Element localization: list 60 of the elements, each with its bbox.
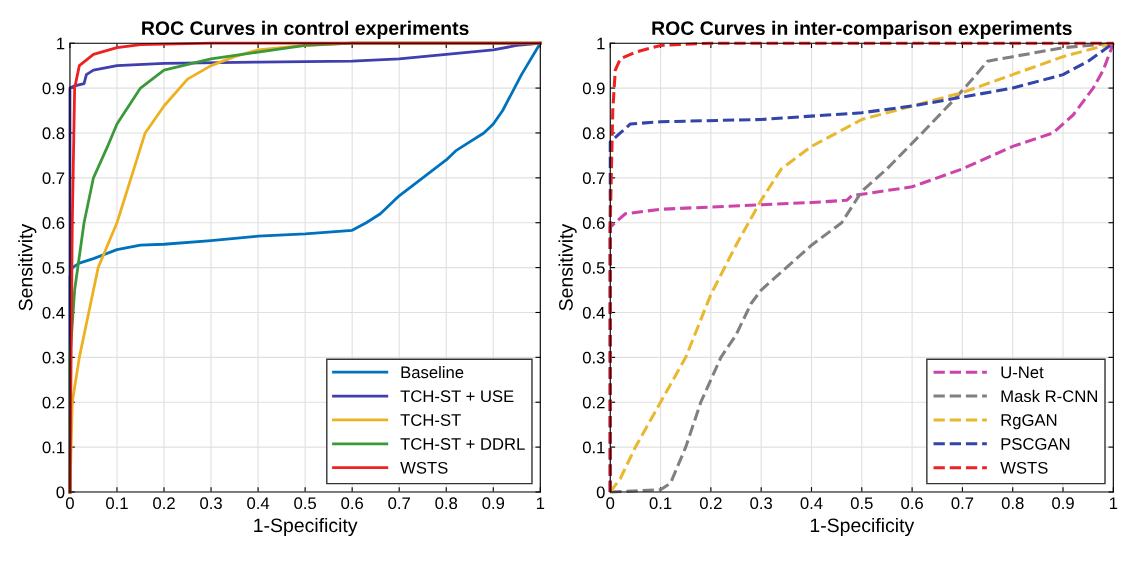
legend-label: TCH-ST	[400, 414, 461, 426]
y-tick-label: 0.8	[42, 127, 65, 140]
x-axis-title: 1-Specificity	[254, 517, 358, 537]
x-axis-title: 1-Specificity	[810, 517, 915, 537]
y-tick-label: 0.4	[582, 306, 605, 319]
x-tick-label: 1	[1109, 497, 1118, 509]
x-tick-label: 0.9	[482, 497, 505, 510]
y-tick-label: 0.9	[42, 82, 65, 95]
x-tick-label: 0.7	[388, 497, 410, 510]
x-tick-label: 0.3	[750, 497, 773, 510]
y-tick-label: 0.6	[582, 217, 605, 229]
y-tick-label: 0.3	[582, 351, 605, 364]
x-tick-label: 0.5	[294, 497, 317, 510]
legend-label: WSTS	[400, 461, 448, 474]
y-tick-label: 0.8	[582, 127, 605, 140]
legend-label: U-Net	[1001, 366, 1044, 379]
x-tick-label: 0.6	[901, 497, 923, 510]
x-tick-label: 1	[536, 497, 545, 509]
y-tick-label: 0.9	[582, 82, 605, 95]
x-tick-label: 0.6	[341, 497, 364, 510]
legend-label: TCH-ST + USE	[400, 390, 514, 403]
x-tick-label: 0.5	[850, 497, 873, 510]
x-tick-label: 0.4	[800, 497, 823, 510]
x-tick-label: 0.9	[1052, 497, 1074, 510]
y-tick-label: 0	[596, 486, 605, 499]
y-tick-label: 0.2	[42, 396, 65, 409]
legend-label: RgGAN	[1001, 414, 1057, 430]
y-axis-title: Sensitivity	[18, 223, 37, 311]
x-tick-label: 0.8	[1001, 497, 1024, 510]
x-tick-label: 0.7	[951, 497, 974, 510]
x-tick-label: 0.8	[435, 497, 458, 510]
y-tick-label: 0.7	[42, 172, 65, 185]
chart-title: ROC Curves in inter-comparison experiments	[652, 20, 1072, 39]
x-tick-label: 0.2	[699, 497, 722, 510]
y-tick-label: 0.1	[42, 441, 65, 454]
x-tick-label: 0.4	[247, 497, 270, 510]
x-tick-label: 0	[65, 497, 74, 510]
legend-label: Mask R-CNN	[1001, 389, 1097, 403]
legend-label: WSTS	[1000, 461, 1048, 474]
y-tick-label: 0.3	[42, 351, 65, 364]
x-tick-label: 0.1	[106, 497, 128, 510]
legend-label: TCH-ST + DDRL	[400, 438, 525, 450]
x-tick-label: 0.1	[649, 497, 672, 510]
y-tick-label: 0.6	[42, 217, 65, 229]
y-tick-label: 0	[56, 486, 65, 499]
legend-label: Baseline	[401, 365, 464, 379]
y-tick-label: 1	[57, 37, 65, 50]
x-tick-label: 0.3	[200, 497, 222, 510]
x-tick-label: 0	[606, 497, 615, 510]
y-tick-label: 0.5	[582, 262, 605, 274]
y-tick-label: 0.5	[42, 262, 65, 274]
y-tick-label: 0.2	[582, 396, 605, 409]
chart-title: ROC Curves in control experiments	[142, 20, 469, 39]
y-tick-label: 0.7	[582, 172, 605, 185]
y-axis-title: Sensitivity	[558, 223, 577, 311]
x-tick-label: 0.2	[153, 497, 175, 510]
y-tick-label: 0.1	[582, 441, 605, 454]
y-tick-label: 0.4	[42, 306, 65, 319]
legend-label: PSCGAN	[1001, 438, 1070, 450]
y-tick-label: 1	[597, 37, 605, 50]
